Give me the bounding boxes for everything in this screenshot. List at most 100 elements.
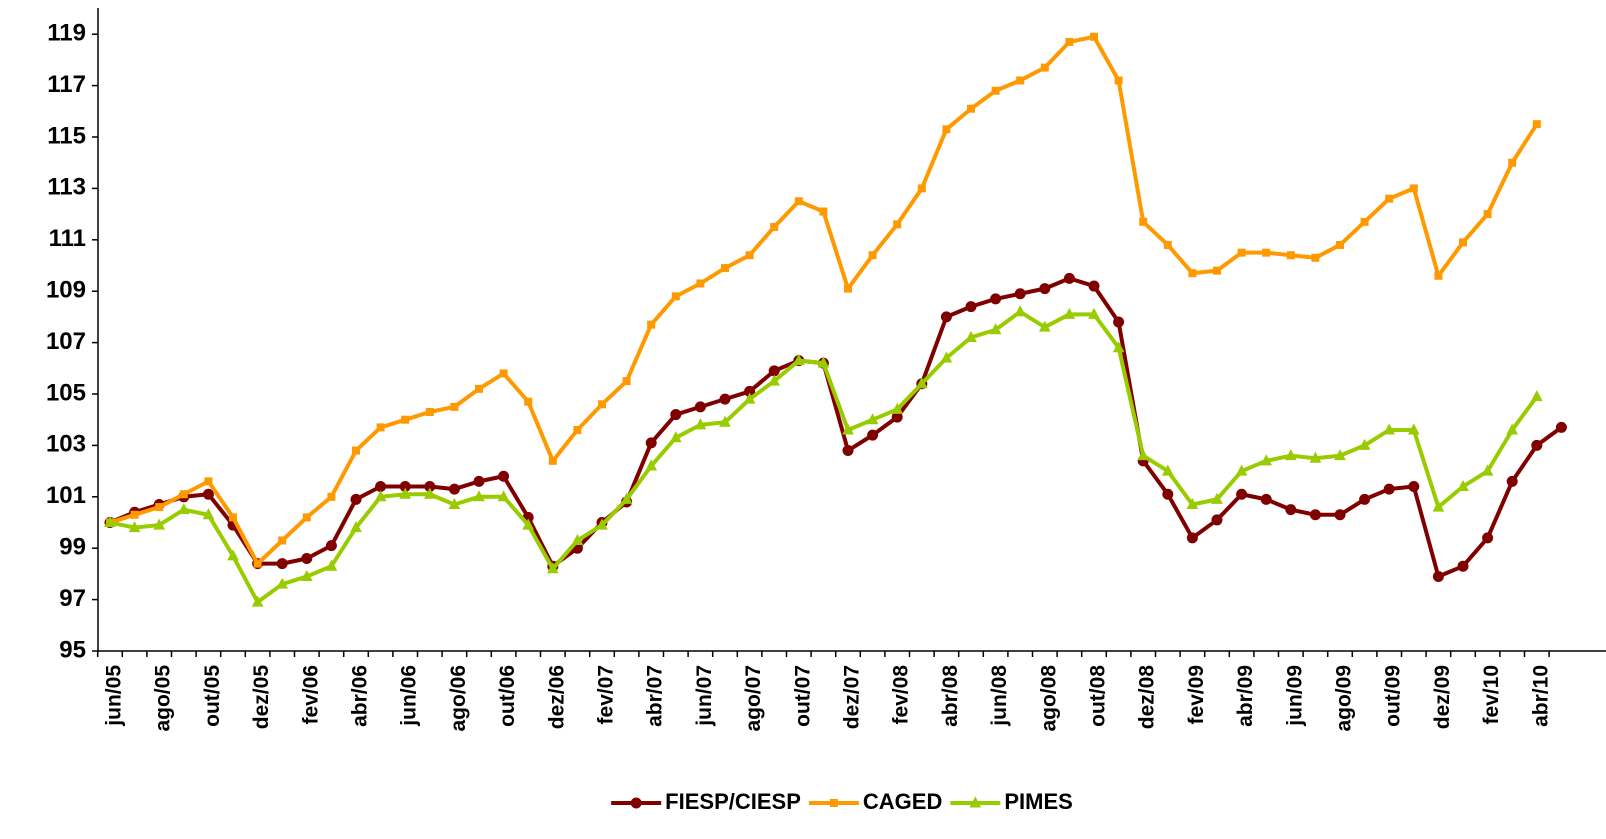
y-tick-label: 99	[59, 534, 86, 561]
marker	[792, 354, 805, 366]
marker	[719, 393, 731, 405]
marker	[1260, 454, 1273, 466]
marker	[425, 407, 434, 416]
marker	[1113, 316, 1125, 328]
marker	[1213, 266, 1221, 275]
y-tick-label: 107	[46, 328, 86, 355]
marker	[1311, 253, 1320, 262]
marker	[374, 490, 387, 502]
marker	[1237, 248, 1246, 257]
marker	[721, 264, 729, 273]
marker	[989, 323, 1002, 335]
marker	[1336, 240, 1344, 249]
marker	[179, 490, 188, 499]
marker	[1432, 570, 1444, 582]
marker	[844, 284, 852, 293]
marker	[1211, 492, 1223, 504]
marker	[375, 481, 387, 493]
x-tick-label: abr/09	[1234, 665, 1257, 727]
marker	[497, 490, 510, 502]
marker	[1530, 389, 1543, 402]
marker	[1506, 423, 1519, 435]
x-tick-label: abr/08	[939, 665, 962, 727]
marker	[1358, 438, 1371, 450]
x-tick-label: fev/08	[890, 665, 913, 725]
marker	[1334, 509, 1346, 521]
marker	[917, 184, 926, 193]
marker	[1385, 194, 1394, 203]
x-tick-label: dez/05	[250, 665, 273, 730]
marker	[1334, 449, 1346, 461]
marker	[548, 456, 557, 465]
marker	[1481, 464, 1494, 476]
y-tick-label: 119	[47, 20, 86, 47]
marker	[1112, 341, 1125, 353]
x-tick-label: out/05	[201, 665, 224, 727]
marker	[842, 423, 854, 435]
x-tick-label: ago/09	[1333, 665, 1356, 732]
marker	[202, 488, 214, 500]
x-tick-label: jun/09	[1283, 665, 1306, 727]
marker	[696, 279, 705, 288]
marker	[1186, 497, 1199, 510]
marker	[817, 356, 830, 368]
marker	[448, 497, 461, 510]
marker	[1163, 240, 1172, 249]
marker	[1285, 504, 1297, 516]
y-tick-label: 101	[46, 482, 86, 509]
marker	[524, 397, 533, 406]
marker	[1014, 305, 1027, 317]
marker	[743, 392, 756, 404]
marker	[669, 431, 682, 443]
marker	[573, 425, 582, 434]
marker	[891, 402, 904, 414]
marker	[1040, 63, 1049, 72]
x-tick-label: abr/10	[1529, 665, 1552, 727]
x-tick-label: jun/07	[693, 665, 716, 727]
marker	[204, 477, 213, 486]
marker	[1063, 307, 1076, 319]
marker	[327, 492, 336, 501]
marker	[1065, 37, 1074, 46]
marker	[499, 369, 508, 378]
series-line	[109, 309, 1539, 605]
y-tick-label: 115	[47, 122, 86, 149]
marker	[498, 470, 510, 482]
marker	[227, 549, 239, 561]
marker	[130, 510, 139, 519]
marker	[475, 384, 483, 393]
series-line	[109, 34, 1539, 566]
marker	[1063, 272, 1075, 284]
marker	[301, 552, 313, 564]
x-tick-label: out/09	[1382, 665, 1405, 727]
marker	[965, 330, 977, 342]
marker	[376, 423, 385, 432]
x-tick-label: jun/08	[988, 665, 1011, 727]
y-tick-label: 117	[47, 71, 86, 98]
marker	[1139, 217, 1148, 226]
y-tick-label: 111	[49, 225, 86, 252]
marker	[153, 518, 166, 530]
x-tick-label: abr/07	[644, 665, 667, 727]
marker	[1038, 320, 1051, 332]
marker	[829, 799, 838, 807]
x-tick-label: abr/06	[349, 665, 372, 727]
marker	[645, 437, 657, 449]
marker	[645, 459, 658, 471]
marker	[401, 415, 410, 424]
marker	[770, 222, 779, 231]
marker	[1114, 76, 1123, 85]
marker	[1408, 481, 1420, 493]
marker	[868, 251, 877, 260]
marker	[352, 446, 360, 455]
marker	[1457, 479, 1469, 492]
x-tick-label: out/07	[791, 665, 814, 727]
x-tick-label: fev/10	[1480, 665, 1503, 725]
marker	[768, 365, 780, 377]
legend-label: PIMES	[1004, 789, 1072, 814]
marker	[1432, 500, 1445, 512]
marker	[670, 409, 682, 421]
marker	[622, 377, 631, 386]
marker	[1434, 271, 1443, 280]
